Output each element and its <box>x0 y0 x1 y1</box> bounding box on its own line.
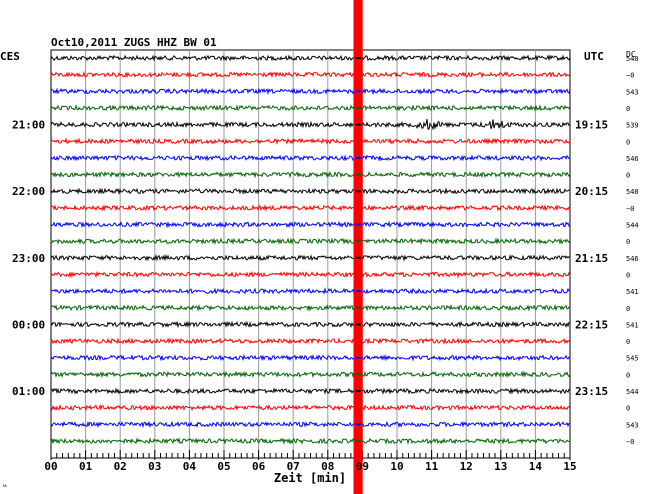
utc-time-label: 19:15 <box>575 119 608 132</box>
dc-offset-label: 0 <box>626 105 630 113</box>
local-time-label: 00:00 <box>12 318 45 331</box>
dc-offset-label: 0 <box>626 172 630 180</box>
x-tick-label: 15 <box>563 460 576 473</box>
dc-offset-label: 0 <box>626 271 630 279</box>
trace-line <box>50 87 571 96</box>
trace-line <box>50 54 571 62</box>
right-timezone-label: UTC <box>584 50 604 63</box>
dc-offset-label: 544 <box>626 222 639 230</box>
trace-line <box>50 403 571 412</box>
trace-line <box>50 237 571 245</box>
dc-offset-label: 541 <box>626 321 639 329</box>
local-time-label: 22:00 <box>12 185 45 198</box>
x-tick-label: 06 <box>252 460 266 473</box>
x-tick-label: 00 <box>44 460 57 473</box>
dc-offset-label: 543 <box>626 421 639 429</box>
dc-offset-label: 546 <box>626 155 639 163</box>
dc-offset-label: 540 <box>626 188 639 196</box>
dc-offset-label: 544 <box>626 388 639 396</box>
corner-mark: ㅆ <box>2 483 8 490</box>
x-tick-label: 11 <box>425 460 439 473</box>
utc-time-label: 20:15 <box>575 185 608 198</box>
trace-line <box>50 154 571 162</box>
dc-offset-label: 0 <box>626 371 630 379</box>
dc-offset-label: 546 <box>626 255 639 263</box>
trace-line <box>50 220 571 229</box>
event-layer <box>353 0 363 494</box>
dc-offset-label: 0 <box>626 138 630 146</box>
x-tick-label: 13 <box>494 460 507 473</box>
local-time-label: 01:00 <box>12 385 45 398</box>
x-axis-label: Zeit [min] <box>274 471 346 485</box>
left-timezone-label: CES <box>0 50 20 63</box>
event-band <box>353 0 363 494</box>
trace-line <box>50 370 571 379</box>
dc-offset-label: 539 <box>626 122 639 130</box>
dc-offset-label: −0 <box>626 205 634 213</box>
trace-line <box>50 354 571 362</box>
local-time-label: 21:00 <box>12 119 45 132</box>
dc-offset-label: −0 <box>626 438 634 446</box>
trace-line <box>50 387 571 395</box>
trace-line <box>50 119 570 131</box>
trace-line <box>50 137 571 146</box>
trace-line <box>50 420 571 429</box>
trace-line <box>50 254 571 262</box>
trace-line <box>50 70 571 79</box>
dc-offset-label: 0 <box>626 238 630 246</box>
x-tick-label: 05 <box>217 460 230 473</box>
dc-header-label: DC <box>626 50 636 59</box>
x-tick-label: 09 <box>356 460 369 473</box>
trace-layer <box>50 54 571 445</box>
dc-offset-label: 543 <box>626 88 639 96</box>
trace-line <box>50 437 571 445</box>
trace-line <box>50 170 571 179</box>
trace-line <box>50 203 571 212</box>
x-tick-label: 03 <box>148 460 161 473</box>
trace-line <box>50 270 571 279</box>
x-tick-label: 10 <box>390 460 403 473</box>
x-tick-label: 12 <box>460 460 473 473</box>
utc-time-label: 21:15 <box>575 252 608 265</box>
x-tick-label: 04 <box>183 460 197 473</box>
trace-line <box>50 320 571 329</box>
dc-offset-label: 0 <box>626 305 630 313</box>
dc-offset-label: 0 <box>626 338 630 346</box>
utc-time-label: 22:15 <box>575 318 608 331</box>
trace-line <box>50 337 571 345</box>
dc-offset-label: 540 <box>626 55 639 63</box>
trace-line <box>50 303 571 312</box>
dc-offset-label: −0 <box>626 72 634 80</box>
label-layer: Oct10,2011 ZUGS HHZ BW 01 CES UTC DC Zei… <box>0 36 639 490</box>
utc-time-label: 23:15 <box>575 385 608 398</box>
local-time-label: 23:00 <box>12 252 45 265</box>
trace-line <box>50 187 571 196</box>
x-tick-label: 08 <box>321 460 334 473</box>
dc-offset-label: 0 <box>626 405 630 413</box>
x-tick-label: 01 <box>79 460 93 473</box>
chart-title: Oct10,2011 ZUGS HHZ BW 01 <box>51 36 217 49</box>
x-tick-label: 14 <box>529 460 543 473</box>
x-tick-label: 07 <box>287 460 300 473</box>
grid-layer <box>50 49 571 460</box>
dc-offset-label: 545 <box>626 355 639 363</box>
dc-offset-label: 541 <box>626 288 639 296</box>
x-tick-label: 02 <box>114 460 127 473</box>
trace-line <box>50 287 571 295</box>
trace-line <box>50 104 571 112</box>
